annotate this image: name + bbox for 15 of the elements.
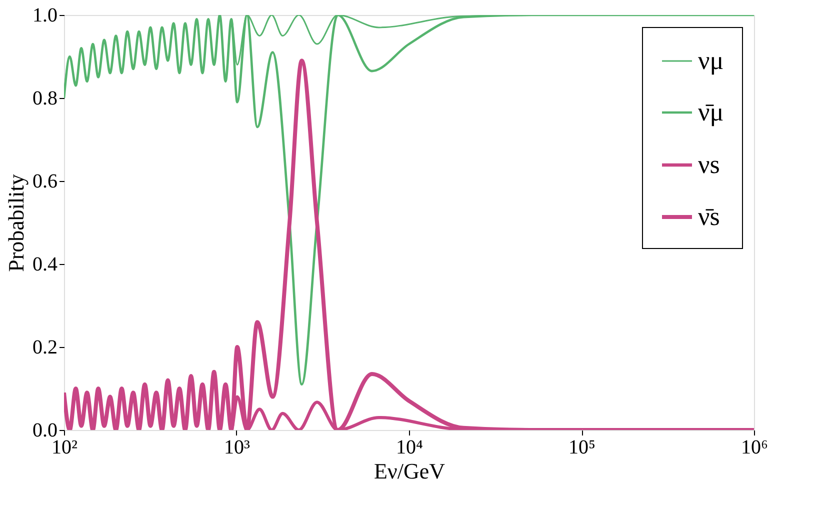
x-axis-title: Eν/GeV (374, 458, 446, 484)
x-tick-label: 10⁴ (396, 436, 424, 458)
legend-label: νs (698, 150, 720, 179)
legend-label: ν̄s (698, 202, 720, 231)
legend-label: ν̄μ (698, 98, 724, 126)
x-tick-label: 10³ (224, 436, 250, 458)
y-tick-label: 0.8 (32, 88, 58, 110)
y-tick-label: 0.4 (32, 254, 58, 276)
y-tick-label: 0.2 (32, 336, 58, 358)
x-tick-label: 10⁵ (568, 436, 596, 458)
y-axis-title: Probability (4, 174, 28, 272)
y-tick-label: 0.6 (32, 170, 58, 192)
y-tick-label: 1.0 (32, 4, 58, 26)
x-tick-label: 10⁶ (741, 436, 768, 458)
legend-label: νμ (698, 46, 724, 75)
